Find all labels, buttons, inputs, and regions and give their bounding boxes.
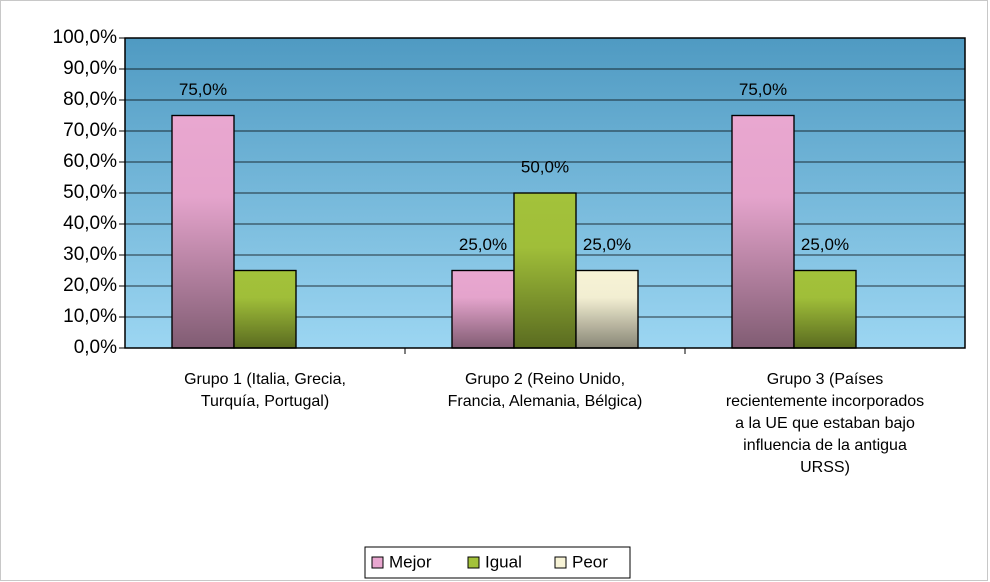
y-tick-label: 60,0% (63, 151, 117, 172)
legend-swatch (554, 556, 567, 569)
bar-shade (451, 269, 515, 349)
bar-shade (513, 192, 577, 349)
data-label: 50,0% (521, 157, 569, 176)
bar-shade (793, 269, 857, 349)
data-label: 25,0% (801, 235, 849, 254)
legend-swatch (371, 556, 384, 569)
y-tick-label: 10,0% (63, 306, 117, 327)
y-tick-label: 0,0% (74, 337, 117, 358)
bar-shade (233, 269, 297, 349)
data-label: 75,0% (739, 80, 787, 99)
y-tick-label: 70,0% (63, 120, 117, 141)
legend (364, 546, 631, 579)
x-tick-label: Grupo 3 (Países recientemente incorporado… (726, 371, 924, 476)
data-label: 25,0% (459, 235, 507, 254)
data-label: 75,0% (179, 80, 227, 99)
y-tick-label: 50,0% (63, 182, 117, 203)
y-tick-label: 30,0% (63, 244, 117, 265)
y-tick-label: 80,0% (63, 89, 117, 110)
legend-label: Peor (572, 552, 608, 571)
bar-shade (575, 269, 639, 349)
plot-border (124, 37, 966, 349)
bar-shade (731, 114, 795, 349)
y-tick-label: 40,0% (63, 213, 117, 234)
legend-swatch (467, 556, 480, 569)
x-tick-label: Grupo 1 (Italia, Grecia, Turquía, Portuga… (184, 371, 346, 410)
y-tick-label: 20,0% (63, 275, 117, 296)
data-label: 25,0% (583, 235, 631, 254)
bar-shade (171, 114, 235, 349)
y-tick-label: 100,0% (53, 27, 118, 48)
legend-label: Igual (485, 552, 522, 571)
x-tick-label: Grupo 2 (Reino Unido, Francia, Alemania, … (448, 371, 643, 410)
legend-label: Mejor (389, 552, 432, 571)
y-tick-label: 90,0% (63, 58, 117, 79)
